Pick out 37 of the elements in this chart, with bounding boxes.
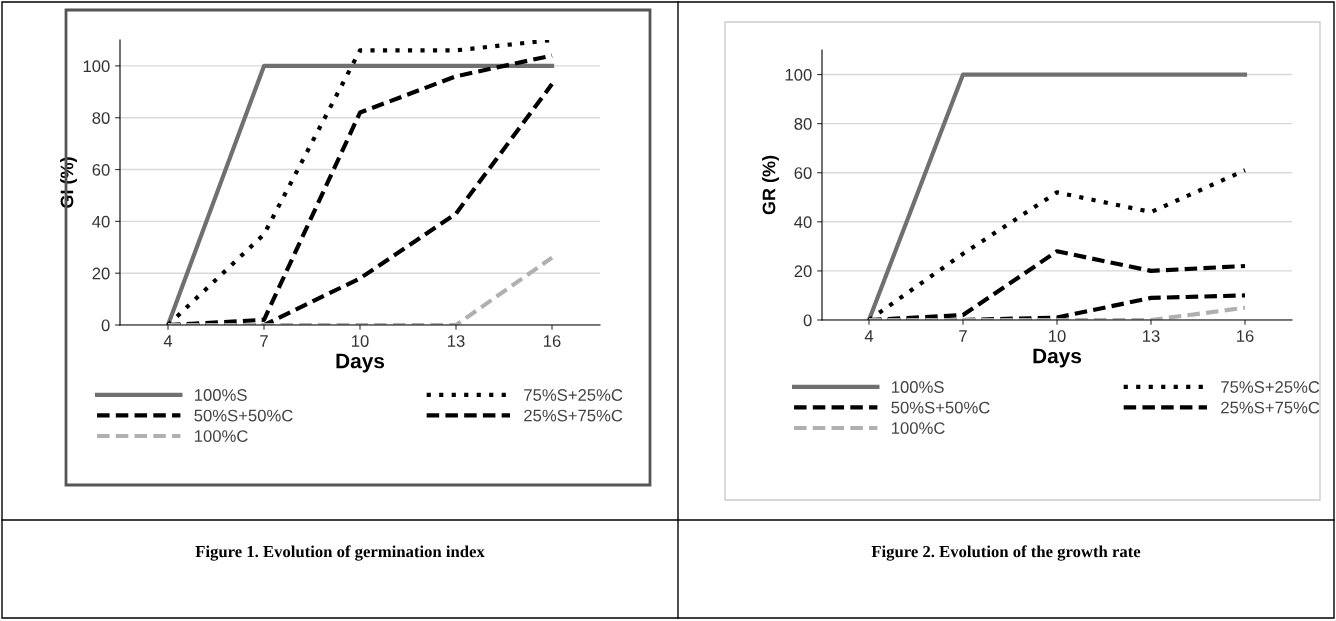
y-tick-label: 60	[794, 167, 812, 179]
legend-label: 75%S+25%C	[524, 389, 623, 401]
x-axis-title: Days	[1033, 348, 1082, 368]
y-tick-label: 20	[794, 265, 812, 278]
legend-label: 25%S+75%C	[524, 409, 623, 422]
x-tick-label: 7	[260, 335, 268, 347]
x-tick-label: 13	[448, 335, 465, 347]
legend-label: 100%S	[892, 381, 944, 393]
legend-label: 50%S+50%C	[194, 409, 293, 422]
x-tick-label: 16	[1237, 330, 1254, 342]
legend-label: 75%S+25%C	[1221, 381, 1320, 393]
y-tick-label: 0	[101, 319, 110, 332]
y-tick-label: 0	[803, 314, 812, 327]
legend-label: 50%S+50%C	[891, 401, 990, 414]
x-tick-label: 4	[163, 335, 173, 347]
x-tick-label: 10	[1049, 330, 1066, 342]
y-tick-label: 40	[794, 216, 812, 229]
y-tick-label: 80	[794, 118, 812, 130]
caption: Figure 2. Evolution of the growth rate	[871, 545, 1141, 561]
x-axis-title: Days	[336, 353, 385, 373]
y-tick-label: 20	[92, 267, 110, 280]
y-tick-label: 40	[92, 215, 110, 228]
legend-label: 100%C	[195, 430, 248, 442]
legend-label: 25%S+75%C	[1221, 401, 1320, 414]
x-tick-label: 4	[864, 330, 874, 342]
legend-label: 100%S	[195, 389, 247, 401]
y-tick-label: 80	[92, 112, 110, 124]
y-tick-label: 60	[92, 163, 110, 176]
y-axis-title: GR (%)	[762, 155, 779, 215]
x-tick-label: 7	[959, 330, 967, 342]
y-tick-label: 100	[785, 68, 812, 81]
caption: Figure 1. Evolution of germination index	[195, 545, 485, 561]
x-tick-label: 10	[352, 335, 369, 347]
x-tick-label: 16	[544, 335, 561, 347]
x-tick-label: 13	[1143, 330, 1160, 342]
y-tick-label: 100	[83, 60, 110, 73]
legend-label: 100%C	[892, 422, 945, 434]
